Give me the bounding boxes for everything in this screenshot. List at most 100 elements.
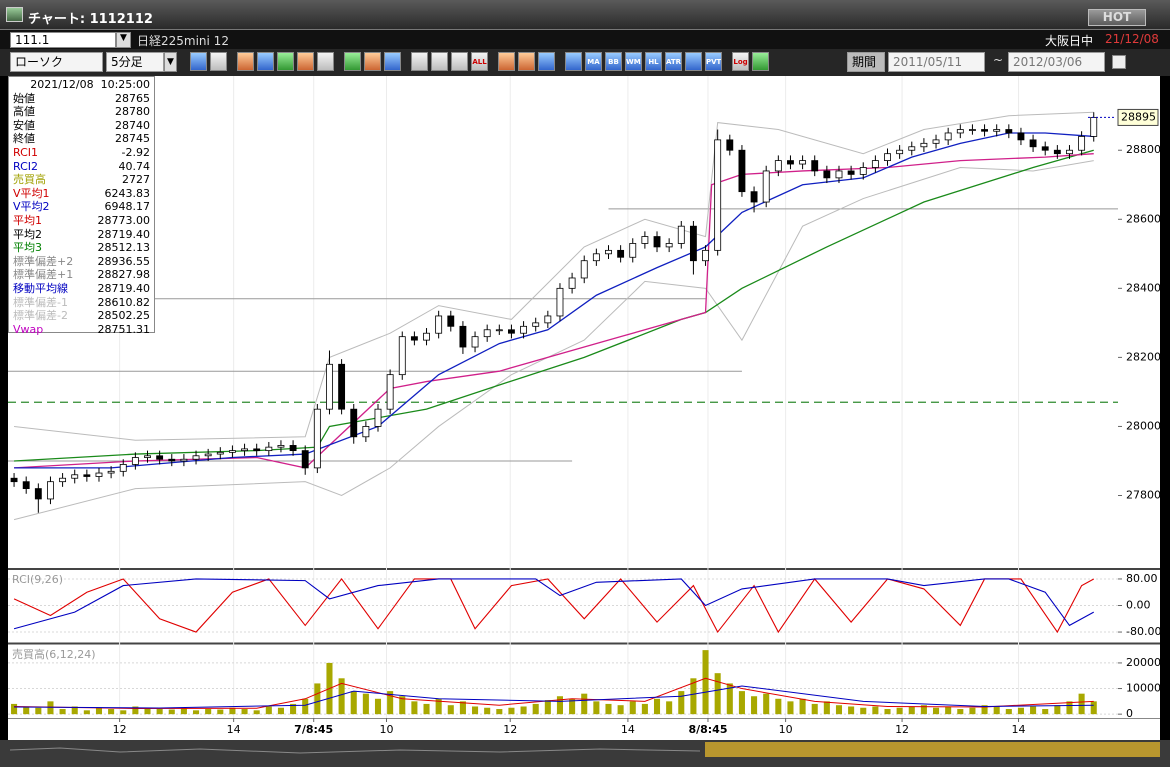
candle-body: [22, 481, 30, 489]
tool-icon[interactable]: [257, 52, 274, 71]
candle-body: [968, 129, 976, 131]
tool-icon[interactable]: [752, 52, 769, 71]
tool-icon[interactable]: [411, 52, 428, 71]
pvt-icon[interactable]: PVT: [705, 52, 722, 71]
volume-bar: [496, 709, 503, 715]
volume-bar: [945, 706, 952, 715]
candle-body: [835, 170, 843, 179]
candle-body: [119, 464, 127, 472]
volume-bar: [823, 701, 830, 715]
interval-dropdown[interactable]: ▼: [164, 52, 177, 72]
volume-bar: [544, 700, 551, 715]
volume-bar: [653, 698, 661, 715]
candle-body: [1078, 136, 1086, 151]
tool-icon[interactable]: [498, 52, 515, 71]
volume-bar: [775, 698, 782, 715]
tool-icon[interactable]: [344, 52, 361, 71]
tool-icon[interactable]: [431, 52, 448, 71]
tool-icon[interactable]: [317, 52, 334, 71]
wma-icon[interactable]: WMA: [625, 52, 642, 71]
interval-select[interactable]: 5分足: [106, 52, 164, 72]
bb-icon[interactable]: BB: [605, 52, 622, 71]
tool-icon[interactable]: [364, 52, 381, 71]
candle-body: [1053, 149, 1061, 155]
indicator-line: [14, 153, 1094, 469]
log-icon[interactable]: Log: [732, 52, 749, 71]
hl-icon[interactable]: HL: [645, 52, 662, 71]
candle-body: [338, 363, 346, 410]
y-tick-label: 80.00: [1126, 572, 1158, 585]
candle-body: [277, 445, 285, 448]
x-tick-label: 12: [503, 723, 517, 736]
all-icon[interactable]: ALL: [471, 52, 488, 71]
candle-body: [556, 287, 564, 317]
candle-body: [702, 249, 709, 262]
scroll-thumb[interactable]: [705, 742, 1160, 757]
candle-body: [10, 477, 18, 483]
candle-body: [750, 191, 758, 203]
chart-type-select[interactable]: ローソク: [10, 52, 103, 72]
info-datetime: 2021/12/08 10:25:00: [30, 78, 150, 91]
info-row: 高値 28780: [13, 105, 150, 119]
candle-body: [859, 167, 867, 175]
volume-bar: [472, 706, 479, 715]
volume-bar: [835, 705, 843, 715]
zoom-icon[interactable]: [190, 52, 207, 71]
candle-body: [847, 170, 855, 175]
volume-bar: [617, 705, 624, 715]
tool-icon[interactable]: [685, 52, 702, 71]
candle-body: [241, 448, 248, 452]
tool-icon[interactable]: [277, 52, 294, 71]
tool-icon[interactable]: [518, 52, 535, 71]
last-price-tag: [1117, 108, 1159, 126]
info-row: 安値 28740: [13, 119, 150, 133]
volume-bar: [435, 698, 442, 715]
hot-button[interactable]: HOT: [1088, 9, 1146, 26]
volume-bar: [884, 709, 891, 715]
x-tick-label: 12: [895, 723, 909, 736]
tool-icon[interactable]: [237, 52, 254, 71]
candle-body: [156, 455, 164, 460]
info-value: 28512.13: [97, 241, 151, 255]
info-value: 28502.25: [97, 309, 151, 323]
candle-body: [871, 160, 879, 168]
tool-icon[interactable]: [210, 52, 227, 71]
info-value: 6948.17: [104, 200, 151, 214]
candle-body: [71, 474, 79, 479]
tool-icon[interactable]: [451, 52, 468, 71]
tool-icon[interactable]: [297, 52, 314, 71]
from-date[interactable]: 2011/05/11: [888, 52, 985, 72]
info-label: Vwap: [13, 322, 44, 336]
tool-icon[interactable]: [384, 52, 401, 71]
candle-body: [483, 329, 491, 338]
info-row: RCI2 40.74: [13, 160, 150, 174]
candle-body: [301, 450, 309, 469]
ma-icon[interactable]: MA: [585, 52, 602, 71]
volume-bar: [423, 703, 430, 715]
info-value: 28745: [115, 132, 150, 146]
tool-icon[interactable]: [538, 52, 555, 71]
candle-body: [944, 132, 952, 141]
volume-bar: [1005, 709, 1012, 715]
info-value: 6243.83: [104, 186, 151, 200]
candle-body: [956, 129, 964, 134]
tool-icon[interactable]: [565, 52, 582, 71]
checkbox[interactable]: [1112, 55, 1126, 69]
info-row: 売買高 2727: [13, 173, 150, 187]
atr-icon[interactable]: ATR: [665, 52, 682, 71]
candle-body: [981, 129, 988, 132]
to-date[interactable]: 2012/03/06: [1008, 52, 1105, 72]
volume-bar: [933, 707, 940, 715]
code-dropdown[interactable]: ▼: [116, 32, 131, 48]
volume-bar: [156, 709, 163, 715]
candle-body: [350, 408, 358, 438]
candle-body: [932, 139, 940, 144]
volume-bar: [277, 707, 284, 715]
volume-bar: [726, 683, 733, 715]
period-button[interactable]: 期間: [847, 52, 885, 72]
y-tick-label: -80.00: [1126, 625, 1161, 638]
code-input[interactable]: 111.1: [10, 32, 116, 48]
volume-bar: [957, 709, 964, 715]
volume-bar: [993, 706, 1000, 715]
